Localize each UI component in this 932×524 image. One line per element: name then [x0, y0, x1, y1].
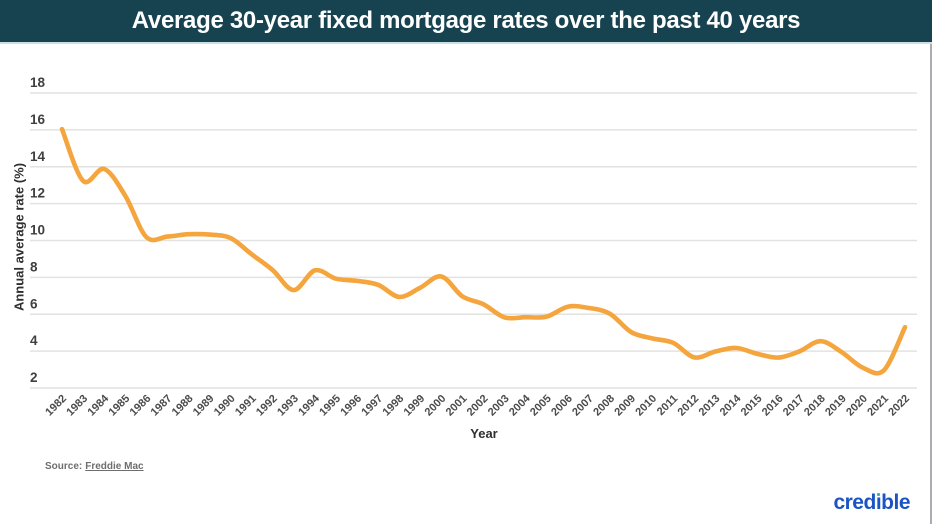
x-tick-label: 1998 — [381, 393, 407, 419]
y-tick-label: 18 — [30, 75, 46, 90]
x-tick-label: 2011 — [655, 393, 680, 418]
x-tick-label: 1985 — [107, 393, 133, 419]
logo-letter-i: ı — [875, 491, 882, 514]
x-tick-label: 2022 — [886, 393, 912, 419]
x-tick-label: 1994 — [296, 392, 322, 418]
x-tick-label: 2021 — [865, 393, 891, 419]
source-label: Source: — [45, 461, 83, 472]
y-tick-label: 2 — [30, 370, 38, 385]
x-tick-label: 1996 — [338, 393, 364, 419]
title-bar: Average 30-year fixed mortgage rates ove… — [0, 0, 932, 44]
x-tick-label: 1995 — [317, 393, 343, 419]
x-tick-label: 2019 — [823, 393, 849, 419]
x-tick-label: 2004 — [507, 392, 533, 418]
x-tick-label: 1986 — [128, 393, 154, 419]
x-tick-label: 1999 — [402, 393, 428, 419]
y-tick-label: 4 — [30, 333, 38, 348]
x-tick-label: 2002 — [465, 393, 491, 419]
x-tick-label: 1987 — [149, 393, 175, 419]
y-tick-label: 6 — [30, 296, 38, 311]
x-tick-label: 2003 — [486, 393, 512, 419]
y-tick-label: 10 — [30, 223, 45, 238]
x-tick-label: 1991 — [233, 393, 259, 419]
logo-text-post: ble — [881, 491, 910, 514]
x-tick-label: 1983 — [64, 393, 90, 419]
y-tick-label: 8 — [30, 259, 38, 274]
x-tick-label: 2020 — [844, 393, 870, 419]
y-tick-label: 16 — [30, 112, 46, 127]
x-tick-label: 1992 — [254, 393, 280, 419]
x-tick-label: 2014 — [718, 392, 744, 418]
x-tick-label: 1984 — [85, 392, 111, 418]
x-tick-label: 2012 — [676, 393, 702, 419]
x-tick-label: 2016 — [760, 393, 786, 419]
source-link[interactable]: Freddie Mac — [85, 461, 144, 472]
mortgage-rate-line — [59, 126, 908, 376]
x-tick-label: 2013 — [697, 393, 723, 419]
y-tick-label: 14 — [30, 149, 46, 164]
x-tick-label: 2006 — [549, 393, 575, 419]
x-tick-label: 1982 — [43, 393, 69, 419]
x-tick-label: 2017 — [781, 393, 807, 419]
x-tick-label: 1997 — [359, 393, 385, 419]
x-tick-label: 2015 — [739, 393, 765, 419]
y-tick-label: 12 — [30, 186, 45, 201]
credible-logo: credıble — [833, 491, 910, 515]
x-tick-label: 1993 — [275, 393, 301, 419]
x-tick-label: 2001 — [444, 393, 470, 419]
x-tick-label: 1990 — [212, 393, 238, 419]
x-tick-label: 1988 — [170, 393, 196, 419]
x-tick-label: 2005 — [528, 393, 554, 419]
chart-title: Average 30-year fixed mortgage rates ove… — [131, 7, 801, 34]
x-axis-title: Year — [470, 426, 498, 441]
source-note: Source: Freddie Mac — [45, 461, 144, 472]
logo-text-pre: cred — [833, 491, 876, 514]
x-tick-label: 2000 — [423, 393, 449, 419]
x-tick-label: 2010 — [633, 393, 659, 419]
screenshot-right-edge — [930, 44, 932, 524]
x-tick-label: 2007 — [570, 393, 596, 419]
x-tick-label: 2018 — [802, 393, 828, 419]
x-tick-label: 1989 — [191, 393, 217, 419]
x-tick-label: 2009 — [612, 393, 638, 419]
x-tick-label: 2008 — [591, 393, 617, 419]
